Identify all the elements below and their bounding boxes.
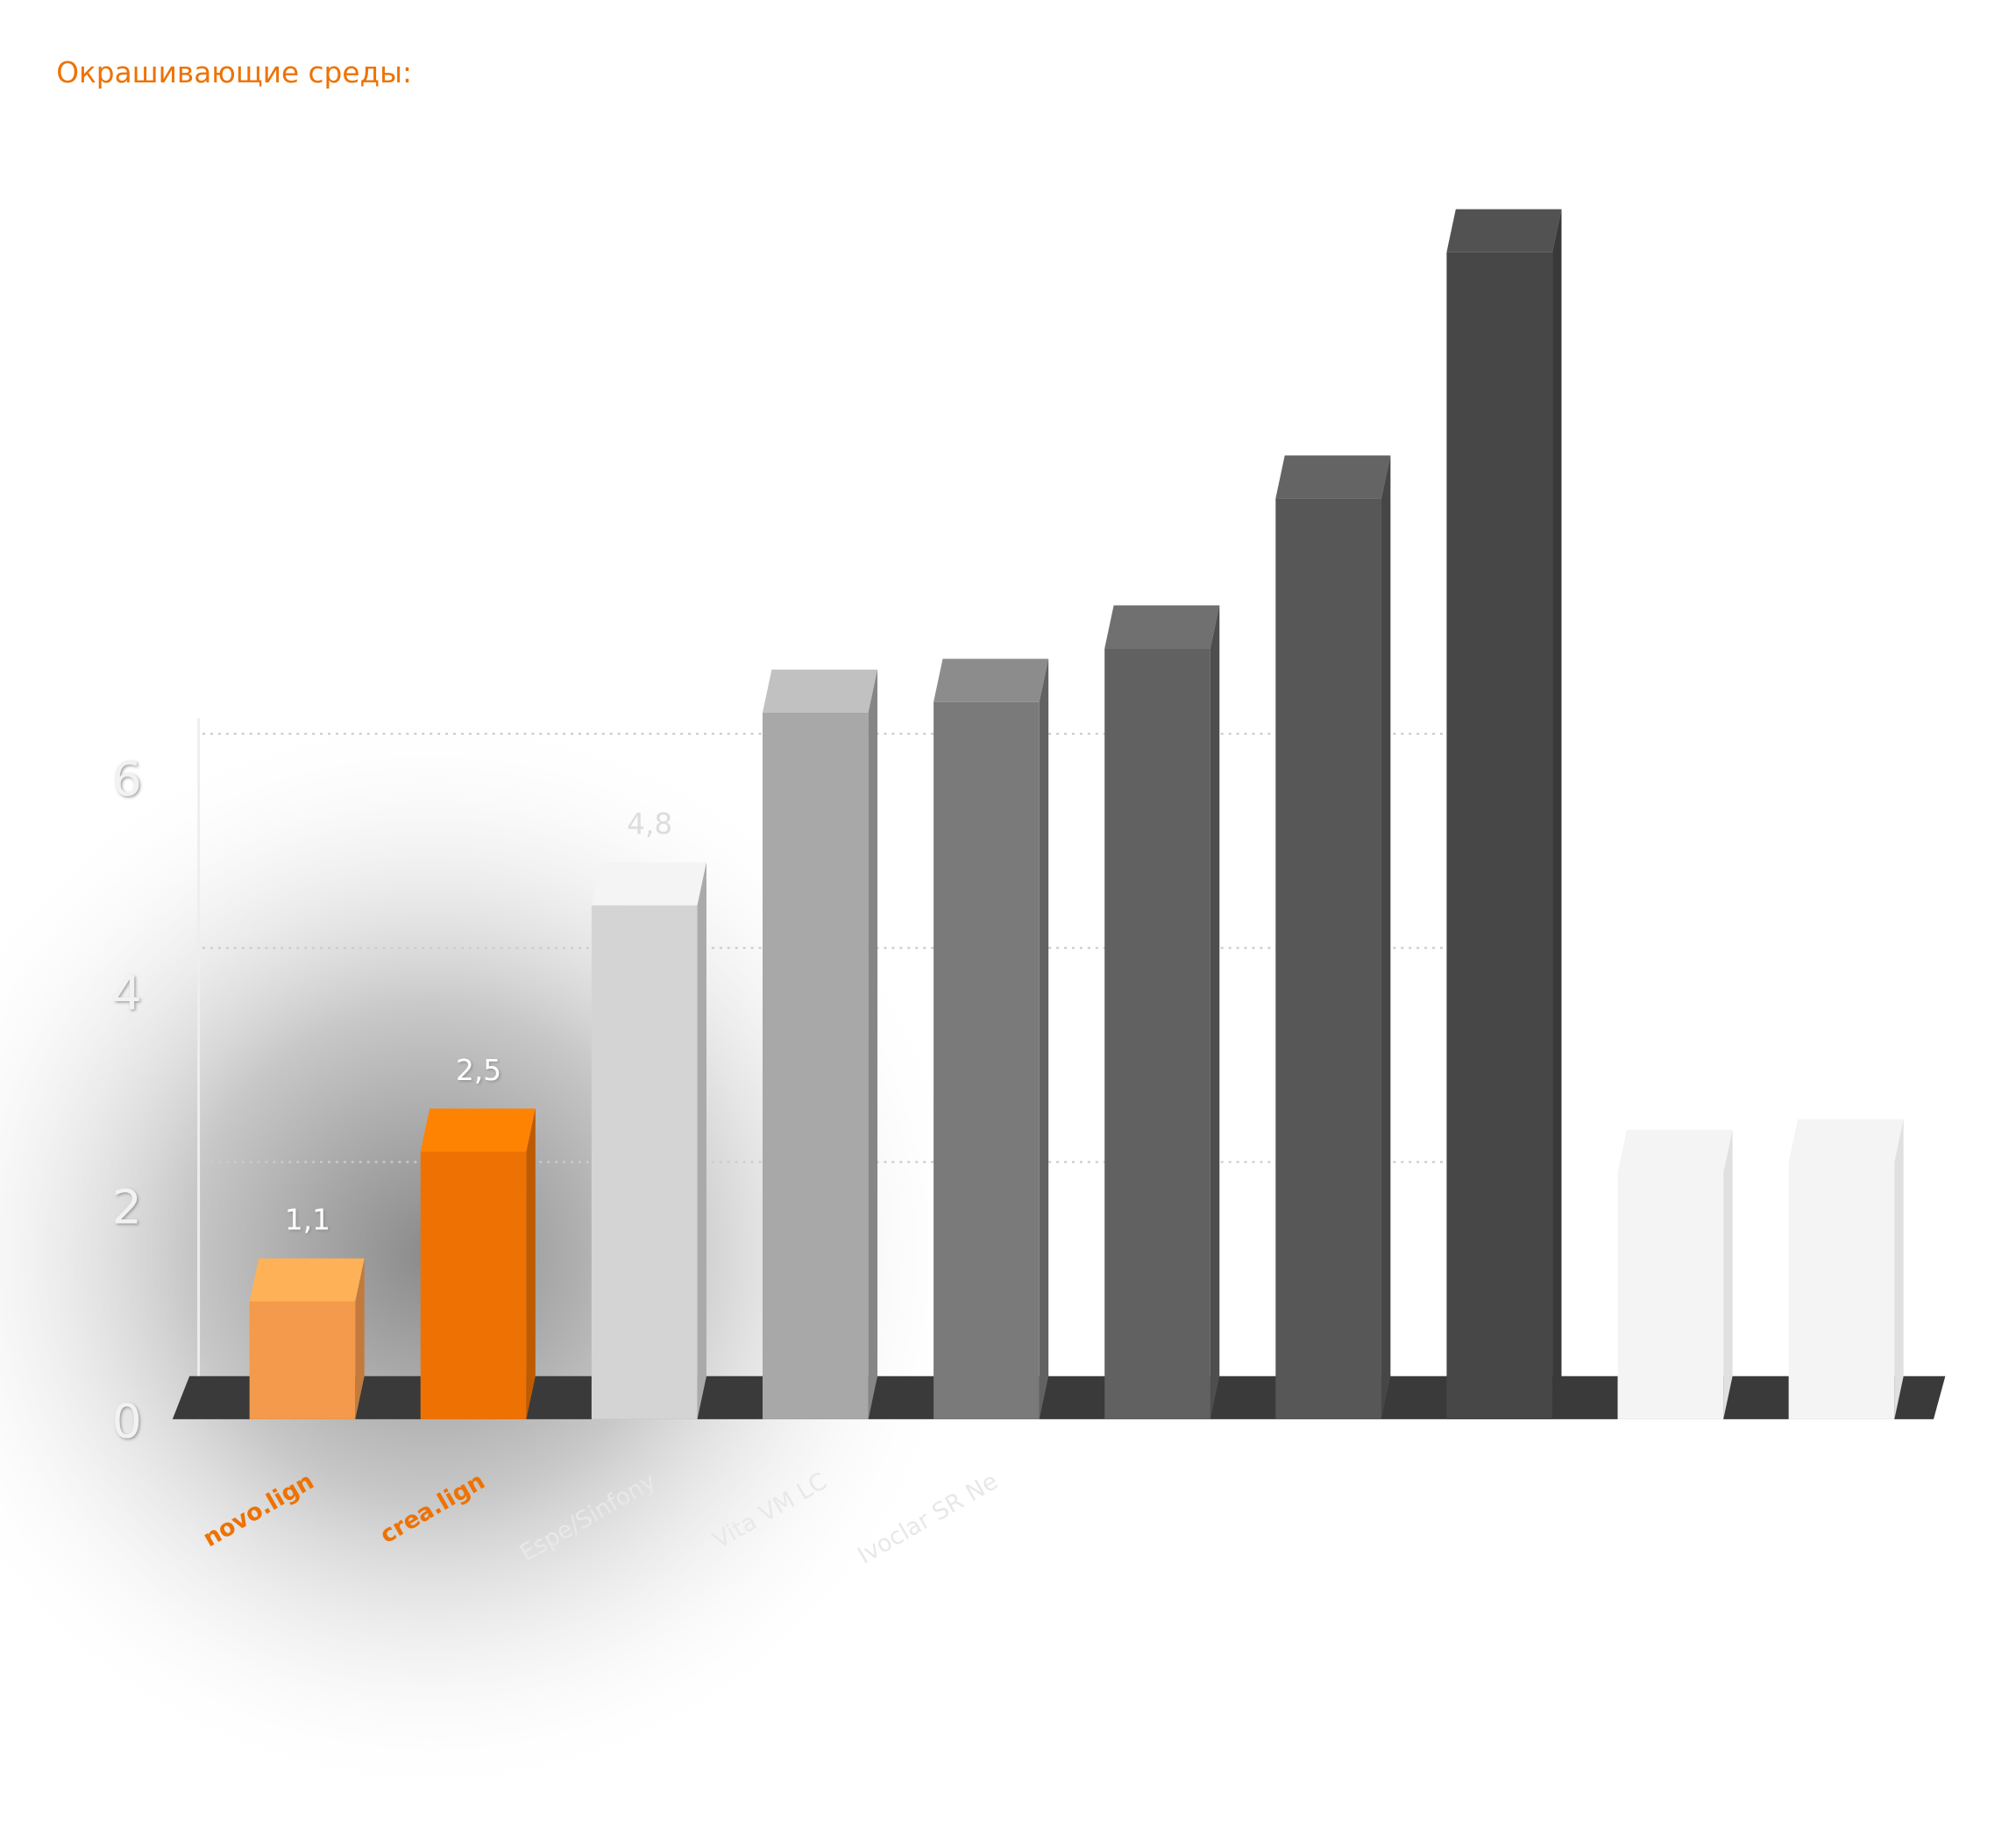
bar-side: [1381, 455, 1391, 1419]
bar-front: [591, 905, 698, 1419]
value-label: 1,1: [285, 1204, 330, 1237]
bar-side: [355, 1258, 365, 1419]
bar-side: [1552, 209, 1562, 1419]
bar-top: [249, 1258, 365, 1302]
bar-top: [1275, 455, 1391, 499]
bar-front: [1788, 1162, 1895, 1419]
y-tick-label: 6: [112, 751, 142, 807]
bar: [1788, 1119, 1904, 1419]
bar: [591, 862, 706, 1419]
bar-side: [526, 1108, 536, 1419]
bar: [420, 1108, 536, 1419]
bar-front: [1446, 252, 1553, 1419]
bar-top: [1446, 209, 1562, 252]
bar-top: [420, 1108, 536, 1152]
bar-side: [1039, 658, 1049, 1419]
bar-front: [249, 1301, 356, 1419]
bar-side: [697, 862, 706, 1419]
bar: [1104, 605, 1220, 1419]
y-tick-label: 4: [112, 965, 142, 1020]
bar-front: [933, 701, 1040, 1419]
bar: [1275, 455, 1391, 1419]
bar-front: [763, 712, 869, 1419]
value-label: 2,5: [456, 1054, 501, 1087]
value-label: 4,8: [627, 807, 672, 841]
bar: [763, 669, 878, 1419]
bar-front: [1104, 648, 1210, 1419]
y-tick-label: 0: [112, 1394, 142, 1449]
bar-top: [933, 658, 1049, 702]
bar: [1446, 209, 1562, 1419]
bar-top: [1788, 1119, 1904, 1162]
bar-side: [868, 669, 878, 1419]
bar-front: [1275, 498, 1381, 1419]
bar: [249, 1258, 365, 1419]
bar-top: [1617, 1129, 1733, 1174]
bar-top: [591, 862, 706, 906]
y-tick-label: 2: [112, 1179, 142, 1234]
bar: [1617, 1129, 1733, 1419]
bar-side: [1894, 1119, 1904, 1419]
bar-top: [1104, 605, 1220, 649]
bar-side: [1210, 605, 1220, 1419]
bar-side: [1723, 1129, 1733, 1419]
chart-title: Окрашивающие среды:: [56, 56, 412, 89]
bar: [933, 658, 1049, 1419]
bar-top: [763, 669, 878, 713]
bar-front: [1617, 1173, 1724, 1419]
bar-front: [420, 1151, 527, 1419]
